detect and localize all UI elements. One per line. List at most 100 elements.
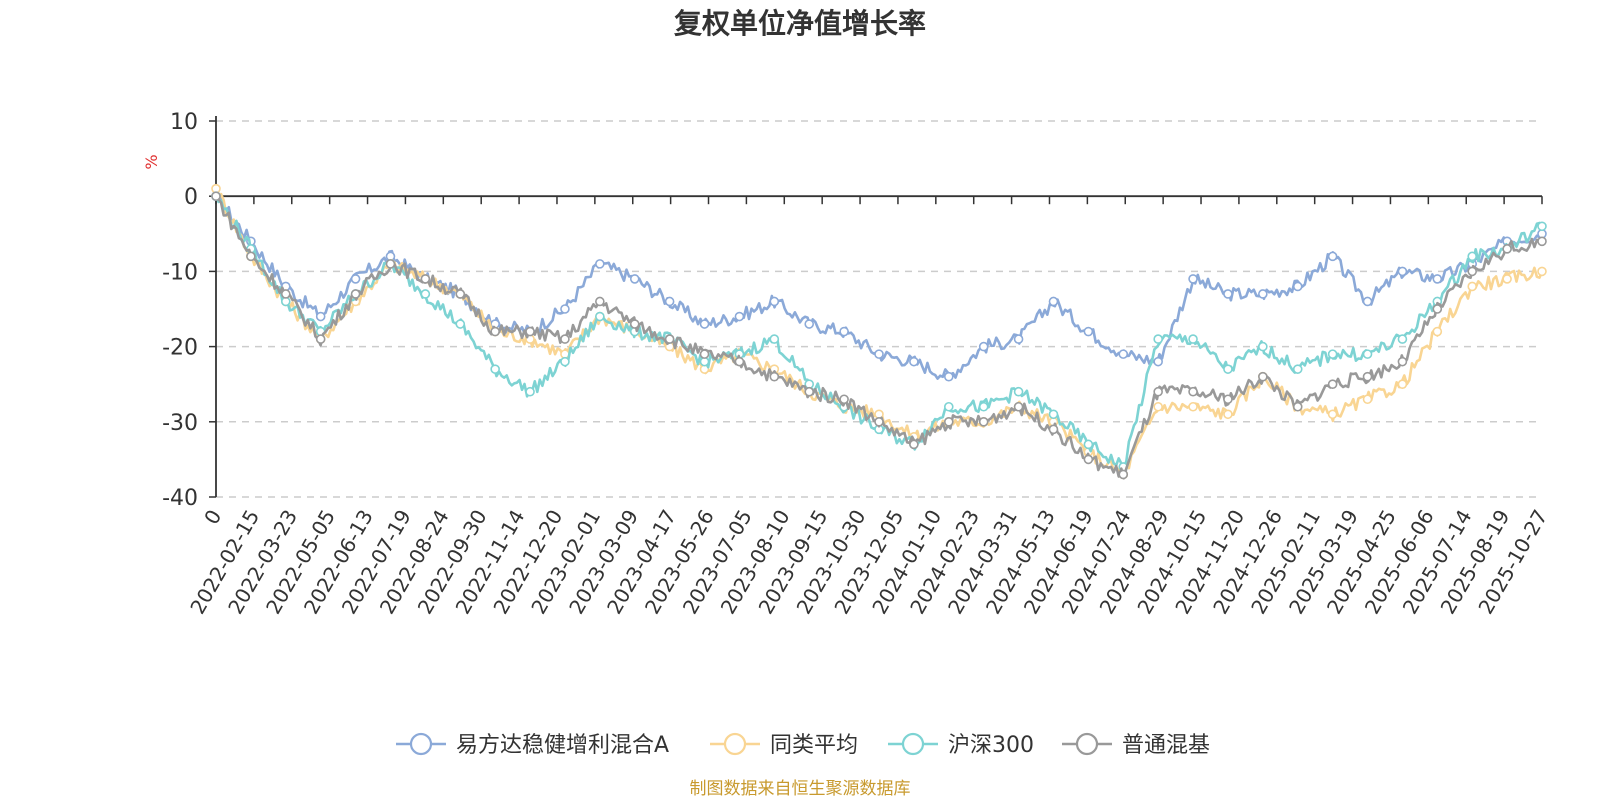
series-point-3 xyxy=(769,371,780,382)
legend-item-1[interactable]: 同类平均 xyxy=(710,732,858,758)
series-line-3 xyxy=(215,195,1543,480)
series-point-3 xyxy=(734,356,745,367)
series-point-3 xyxy=(1223,394,1233,405)
series-point-1 xyxy=(1327,409,1338,420)
series-point-3 xyxy=(385,259,396,269)
x-tick-label: 0 xyxy=(199,506,226,529)
series-point-2 xyxy=(595,311,605,322)
series-point-2 xyxy=(1537,221,1547,232)
series-point-0 xyxy=(1223,289,1233,299)
series-point-3 xyxy=(943,416,954,427)
series-point-3 xyxy=(490,326,500,337)
series-point-3 xyxy=(455,289,466,299)
series-point-3 xyxy=(560,334,570,344)
series-point-2 xyxy=(1153,334,1163,344)
series-point-2 xyxy=(1013,386,1024,397)
series-point-3 xyxy=(525,326,535,337)
series-point-3 xyxy=(1467,266,1478,277)
series-point-2 xyxy=(769,334,780,344)
series-point-3 xyxy=(1188,386,1198,397)
legend-swatch-marker xyxy=(723,732,747,756)
series-point-2 xyxy=(1397,334,1408,344)
series-point-0 xyxy=(1188,274,1198,284)
series-point-0 xyxy=(1362,296,1373,307)
series-point-3 xyxy=(280,289,291,299)
series-point-0 xyxy=(978,341,989,352)
series-point-0 xyxy=(1292,281,1303,292)
y-tick-label: -20 xyxy=(162,336,198,361)
series-point-0 xyxy=(1118,349,1129,359)
legend-label: 同类平均 xyxy=(770,733,858,758)
legend-swatch-marker xyxy=(409,732,433,756)
legend-item-0[interactable]: 易方达稳健增利混合A xyxy=(396,732,669,758)
series-point-3 xyxy=(1502,244,1512,254)
series-point-1 xyxy=(1502,274,1512,284)
legend-label: 普通混基 xyxy=(1122,733,1210,758)
series-point-2 xyxy=(1327,349,1338,359)
series-point-2 xyxy=(1258,341,1268,352)
series-point-2 xyxy=(420,289,431,299)
series-point-3 xyxy=(246,251,256,262)
series-point-0 xyxy=(629,274,640,284)
series-point-1 xyxy=(1467,281,1478,292)
series-point-3 xyxy=(1153,386,1163,397)
series-point-2 xyxy=(978,401,989,412)
series-point-2 xyxy=(943,401,954,412)
series-point-0 xyxy=(874,349,884,359)
series-point-0 xyxy=(1432,274,1443,284)
series-point-2 xyxy=(1223,364,1233,374)
series-point-0 xyxy=(1083,326,1094,337)
series-point-3 xyxy=(1292,401,1303,412)
series-point-3 xyxy=(350,289,361,299)
legend-item-3[interactable]: 普通混基 xyxy=(1062,732,1210,758)
series-point-3 xyxy=(595,296,605,307)
series-point-0 xyxy=(943,371,954,382)
series-point-3 xyxy=(1362,371,1373,382)
series-point-0 xyxy=(699,319,710,329)
y-tick-label: -10 xyxy=(162,260,198,285)
series-point-2 xyxy=(1188,334,1198,344)
series-point-3 xyxy=(1048,424,1059,435)
series-point-0 xyxy=(769,296,780,307)
series-point-2 xyxy=(560,356,570,367)
series-point-0 xyxy=(839,326,849,337)
data-source-note: 制图数据来自恒生聚源数据库 xyxy=(690,779,911,799)
series-point-2 xyxy=(525,386,535,397)
y-tick-label: -40 xyxy=(162,486,198,511)
series-point-0 xyxy=(734,311,745,322)
series-point-0 xyxy=(315,311,326,322)
series-point-2 xyxy=(1048,409,1059,420)
y-tick-label: 0 xyxy=(184,185,198,210)
series-point-3 xyxy=(1397,356,1408,367)
series-point-1 xyxy=(1397,379,1408,390)
series-point-0 xyxy=(1153,356,1163,367)
series-point-3 xyxy=(1083,454,1094,465)
series-point-3 xyxy=(211,191,221,201)
series-point-3 xyxy=(804,386,815,397)
chart-title: 复权单位净值增长率 xyxy=(674,7,926,40)
series-point-3 xyxy=(978,416,989,427)
series-point-3 xyxy=(699,349,710,359)
series-point-3 xyxy=(664,334,675,344)
series-point-2 xyxy=(1083,439,1094,450)
series-point-3 xyxy=(874,416,884,427)
legend-label: 沪深300 xyxy=(948,733,1034,758)
series-point-3 xyxy=(315,334,326,344)
series-point-2 xyxy=(1292,364,1303,374)
series-point-3 xyxy=(909,439,919,450)
series-point-0 xyxy=(1258,289,1268,299)
y-tick-label: 10 xyxy=(170,110,198,135)
series-point-3 xyxy=(1537,236,1547,247)
series-point-3 xyxy=(1432,304,1443,314)
series-point-0 xyxy=(664,296,675,307)
series-point-3 xyxy=(1118,469,1129,480)
legend-item-2[interactable]: 沪深300 xyxy=(888,732,1034,758)
series-point-3 xyxy=(629,319,640,329)
series-point-3 xyxy=(420,274,431,284)
series-point-2 xyxy=(1467,251,1478,262)
legend-swatch-marker xyxy=(901,732,925,756)
series-point-3 xyxy=(1258,371,1268,382)
series-point-3 xyxy=(1013,401,1024,412)
series-point-1 xyxy=(1188,401,1198,412)
